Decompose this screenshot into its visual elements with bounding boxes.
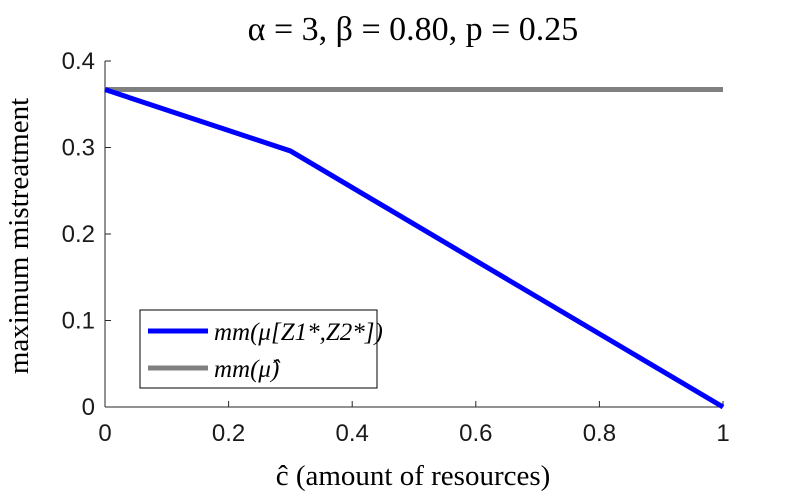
y-tick-label: 0.3 bbox=[62, 135, 95, 162]
legend-label-series-2: mm(μ̂) bbox=[214, 356, 281, 383]
plot-lines bbox=[104, 87, 725, 410]
y-tick-label: 0.4 bbox=[62, 48, 95, 75]
x-ticks: 0 0.2 0.4 0.6 0.8 1 bbox=[98, 401, 730, 447]
x-tick-label: 0.6 bbox=[459, 420, 492, 447]
x-tick-label: 1 bbox=[716, 420, 729, 447]
x-tick-label: 0.8 bbox=[583, 420, 616, 447]
legend-box bbox=[139, 309, 378, 389]
x-axis-label: ĉ (amount of resources) bbox=[276, 460, 551, 492]
legend-label-series-1: mm(μ[Z1*,Z2*]) bbox=[214, 319, 383, 346]
x-tick-label: 0.2 bbox=[212, 420, 245, 447]
y-axis-label: maximum mistreatment bbox=[3, 98, 35, 374]
chart-title: α = 3, β = 0.80, p = 0.25 bbox=[248, 11, 579, 48]
y-tick-label: 0.1 bbox=[62, 308, 95, 335]
legend: mm(μ[Z1*,Z2*]) mm(μ̂) bbox=[139, 309, 383, 389]
series-line-1 bbox=[104, 87, 725, 410]
x-tick-label: 0.4 bbox=[336, 420, 369, 447]
y-tick-label: 0 bbox=[82, 394, 95, 421]
y-ticks: 0 0.1 0.2 0.3 0.4 bbox=[62, 48, 111, 421]
y-tick-label: 0.2 bbox=[62, 221, 95, 248]
x-tick-label: 0 bbox=[98, 420, 111, 447]
